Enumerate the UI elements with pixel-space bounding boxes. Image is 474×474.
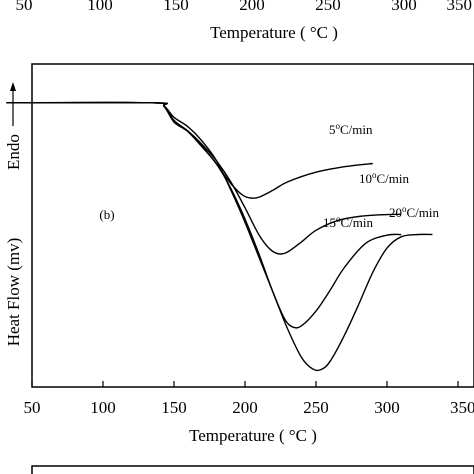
- series-label-10: 10oC/min: [359, 170, 410, 186]
- series-line-15: [6, 101, 402, 329]
- top-tick-label: 350: [447, 0, 473, 14]
- x-axis-title: Temperature ( °C ): [189, 426, 317, 445]
- x-tick-label: 250: [303, 398, 329, 417]
- series-line-5: [6, 101, 373, 199]
- x-tick-label: 150: [161, 398, 187, 417]
- top-strip: 50 100 150 200 250 300 350 Temperature (…: [16, 0, 473, 42]
- top-tick-label: 150: [163, 0, 189, 14]
- top-tick-label: 300: [391, 0, 417, 14]
- dsc-panel: 50 100 150 200 250 300 350 5oC/min 10oC/min 15oC…: [4, 63, 474, 445]
- panel-label: (b): [99, 207, 114, 222]
- x-tick-label: 350: [450, 398, 474, 417]
- series-line-20: [6, 101, 433, 372]
- x-tick-label: 200: [232, 398, 258, 417]
- endo-label: Endo: [4, 134, 23, 170]
- x-ticks: 50 100 150 200 250 300 350: [24, 381, 474, 417]
- top-tick-label: 100: [87, 0, 113, 14]
- series-labels: 5oC/min 10oC/min 15oC/min 20oC/min: [323, 121, 440, 230]
- plot-frame: [31, 63, 474, 388]
- x-tick-label: 100: [90, 398, 116, 417]
- y-axis-title: Heat Flow (mv): [4, 238, 23, 347]
- top-tick-label: 250: [315, 0, 341, 14]
- top-tick-label: 50: [16, 0, 33, 14]
- x-tick-label: 300: [374, 398, 400, 417]
- next-panel-frame: [31, 465, 474, 474]
- top-x-axis-title: Temperature ( °C ): [210, 23, 338, 42]
- series-label-15: 15oC/min: [323, 214, 374, 230]
- series-label-20: 20oC/min: [389, 204, 440, 220]
- endo-arrow-icon: [10, 82, 16, 126]
- top-tick-label: 200: [239, 0, 265, 14]
- x-tick-label: 50: [24, 398, 41, 417]
- series-label-5: 5oC/min: [329, 121, 373, 137]
- series-lines: [6, 101, 433, 372]
